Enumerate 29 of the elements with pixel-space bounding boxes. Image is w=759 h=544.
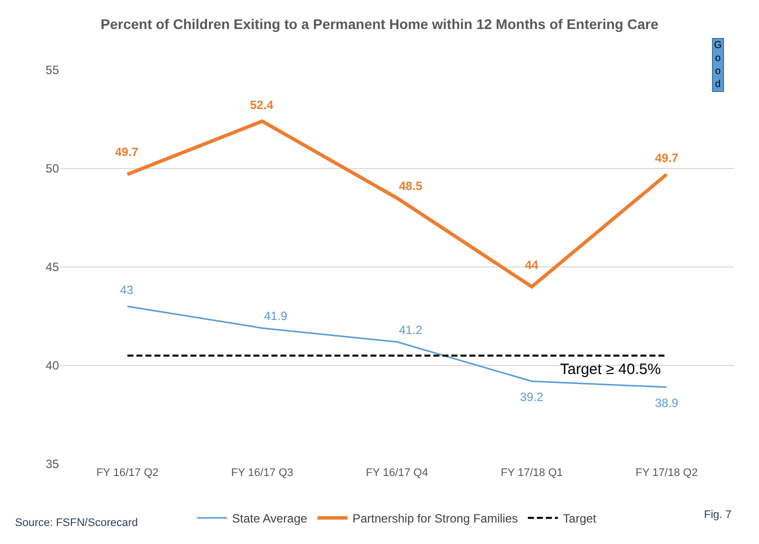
data-label: 44	[525, 258, 539, 272]
y-tick-label: 50	[46, 162, 60, 176]
legend-label: Target	[562, 512, 597, 526]
data-label: 41.9	[264, 309, 288, 323]
chart-title: Percent of Children Exiting to a Permanent Home within 12 Months of Entering Care	[100, 16, 659, 32]
annotation: Target ≥ 40.5%	[560, 361, 661, 378]
data-label: 48.5	[399, 179, 423, 193]
data-label: 39.2	[520, 390, 544, 404]
annotation: Good	[714, 40, 722, 90]
data-label: 43	[120, 283, 134, 297]
data-label: 49.7	[655, 151, 679, 165]
data-label: 52.4	[250, 98, 274, 112]
x-tick-label: FY 16/17 Q3	[231, 467, 294, 479]
caption: Fig. 7	[704, 509, 732, 521]
y-tick-label: 40	[46, 358, 60, 373]
data-label: 38.9	[655, 396, 679, 410]
legend-label: State Average	[232, 512, 308, 526]
x-tick-label: FY 16/17 Q4	[366, 467, 428, 479]
x-tick-label: FY 16/17 Q2	[96, 467, 158, 479]
data-label: 49.7	[115, 145, 139, 159]
y-tick-label: 35	[46, 457, 60, 472]
legend-label: Partnership for Strong Families	[352, 512, 518, 526]
y-tick-label: 55	[46, 63, 60, 78]
data-label: 41.2	[399, 323, 423, 337]
x-tick-label: FY 17/18 Q1	[500, 467, 563, 479]
y-tick-label: 45	[46, 260, 60, 274]
line-series	[126, 306, 668, 388]
source-note: Source: FSFN/Scorecard	[15, 517, 138, 529]
x-tick-label: FY 17/18 Q2	[636, 467, 698, 479]
